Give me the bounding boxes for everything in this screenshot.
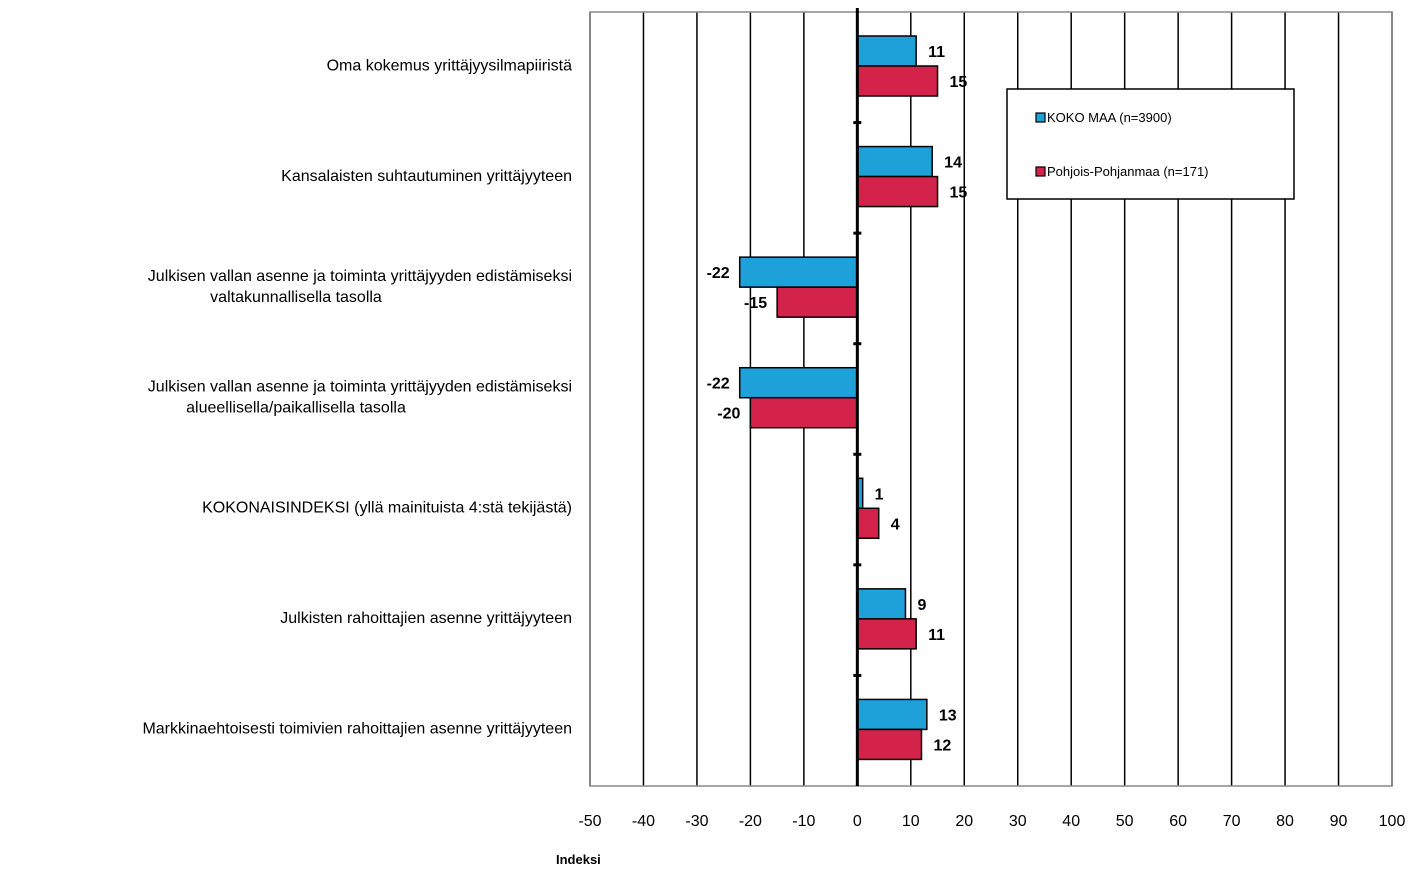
- x-tick-label: 30: [1009, 813, 1027, 830]
- x-tick-label: 60: [1169, 813, 1187, 830]
- bar: [856, 698, 928, 731]
- x-tick-label: -20: [739, 813, 762, 830]
- category-label: Julkisen vallan asenne ja toiminta yritt…: [148, 379, 572, 396]
- category-label: Julkisen vallan asenne ja toiminta yritt…: [148, 268, 572, 285]
- bar: [856, 588, 907, 620]
- value-label: 9: [917, 597, 926, 614]
- value-label: 14: [944, 155, 962, 172]
- category-label: valtakunnallisella tasolla: [210, 289, 382, 306]
- value-label: -15: [744, 295, 767, 312]
- x-tick-label: 50: [1116, 813, 1134, 830]
- bar: [738, 256, 859, 288]
- bar: [776, 286, 859, 318]
- value-label: -22: [707, 265, 730, 282]
- legend-swatch: [1035, 112, 1046, 123]
- x-tick-label: -30: [685, 813, 708, 830]
- bar: [856, 175, 939, 208]
- x-tick-label: 0: [853, 813, 862, 830]
- legend-swatch: [1035, 166, 1046, 177]
- x-tick-labels: -50 -40 -30 -20 -10 0 10 20 30 40 50 60 70 80 90 100: [578, 813, 1405, 830]
- x-tick-label: 100: [1379, 813, 1406, 830]
- bar: [856, 145, 933, 178]
- value-label: 11: [928, 627, 945, 644]
- bar: [856, 507, 880, 540]
- bars-group: [738, 35, 939, 761]
- category-label: Julkisten rahoittajien asenne yrittäjyyt…: [280, 610, 572, 627]
- category-labels: Oma kokemus yrittäjyysilmapiiristä Kansal…: [142, 57, 572, 737]
- category-label: Oma kokemus yrittäjyysilmapiiristä: [327, 57, 572, 74]
- x-tick-label: 80: [1276, 813, 1294, 830]
- value-label: 11: [928, 44, 945, 61]
- value-label: 12: [933, 737, 951, 754]
- x-axis-title: Indeksi: [556, 852, 601, 867]
- category-label: KOKONAISINDEKSI (yllä mainituista 4:stä …: [202, 500, 572, 517]
- value-label: 13: [939, 707, 957, 724]
- x-tick-label: 40: [1062, 813, 1080, 830]
- bar: [738, 366, 859, 399]
- x-tick-label: 10: [902, 813, 920, 830]
- bar: [856, 65, 939, 97]
- x-tick-label: 20: [955, 813, 973, 830]
- bar: [856, 728, 923, 761]
- category-label: Markkinaehtoisesti toimivien rahoittajie…: [142, 721, 572, 738]
- value-label: 15: [950, 74, 968, 91]
- plot-frame: [589, 11, 1393, 787]
- x-tick-label: -40: [632, 813, 655, 830]
- bar: [749, 396, 859, 429]
- category-label: Kansalaisten suhtautuminen yrittäjyyteen: [281, 168, 572, 185]
- x-tick-label: -50: [578, 813, 601, 830]
- bar: [856, 618, 917, 650]
- legend-label: KOKO MAA (n=3900): [1047, 110, 1172, 125]
- value-label: -20: [717, 406, 740, 423]
- value-label: 15: [950, 185, 968, 202]
- legend-box: [1006, 88, 1295, 200]
- bar: [856, 35, 917, 67]
- x-tick-label: 90: [1330, 813, 1348, 830]
- legend-label: Pohjois-Pohjanmaa (n=171): [1047, 164, 1209, 179]
- category-label: alueellisella/paikallisella tasolla: [186, 400, 406, 417]
- x-tick-label: -10: [792, 813, 815, 830]
- value-label: -22: [707, 376, 730, 393]
- value-label: 1: [875, 486, 884, 503]
- x-tick-label: 70: [1223, 813, 1241, 830]
- value-label: 4: [891, 516, 900, 533]
- zero-axis: [853, 8, 862, 786]
- legend: KOKO MAA (n=3900) Pohjois-Pohjanmaa (n=17…: [1006, 88, 1295, 200]
